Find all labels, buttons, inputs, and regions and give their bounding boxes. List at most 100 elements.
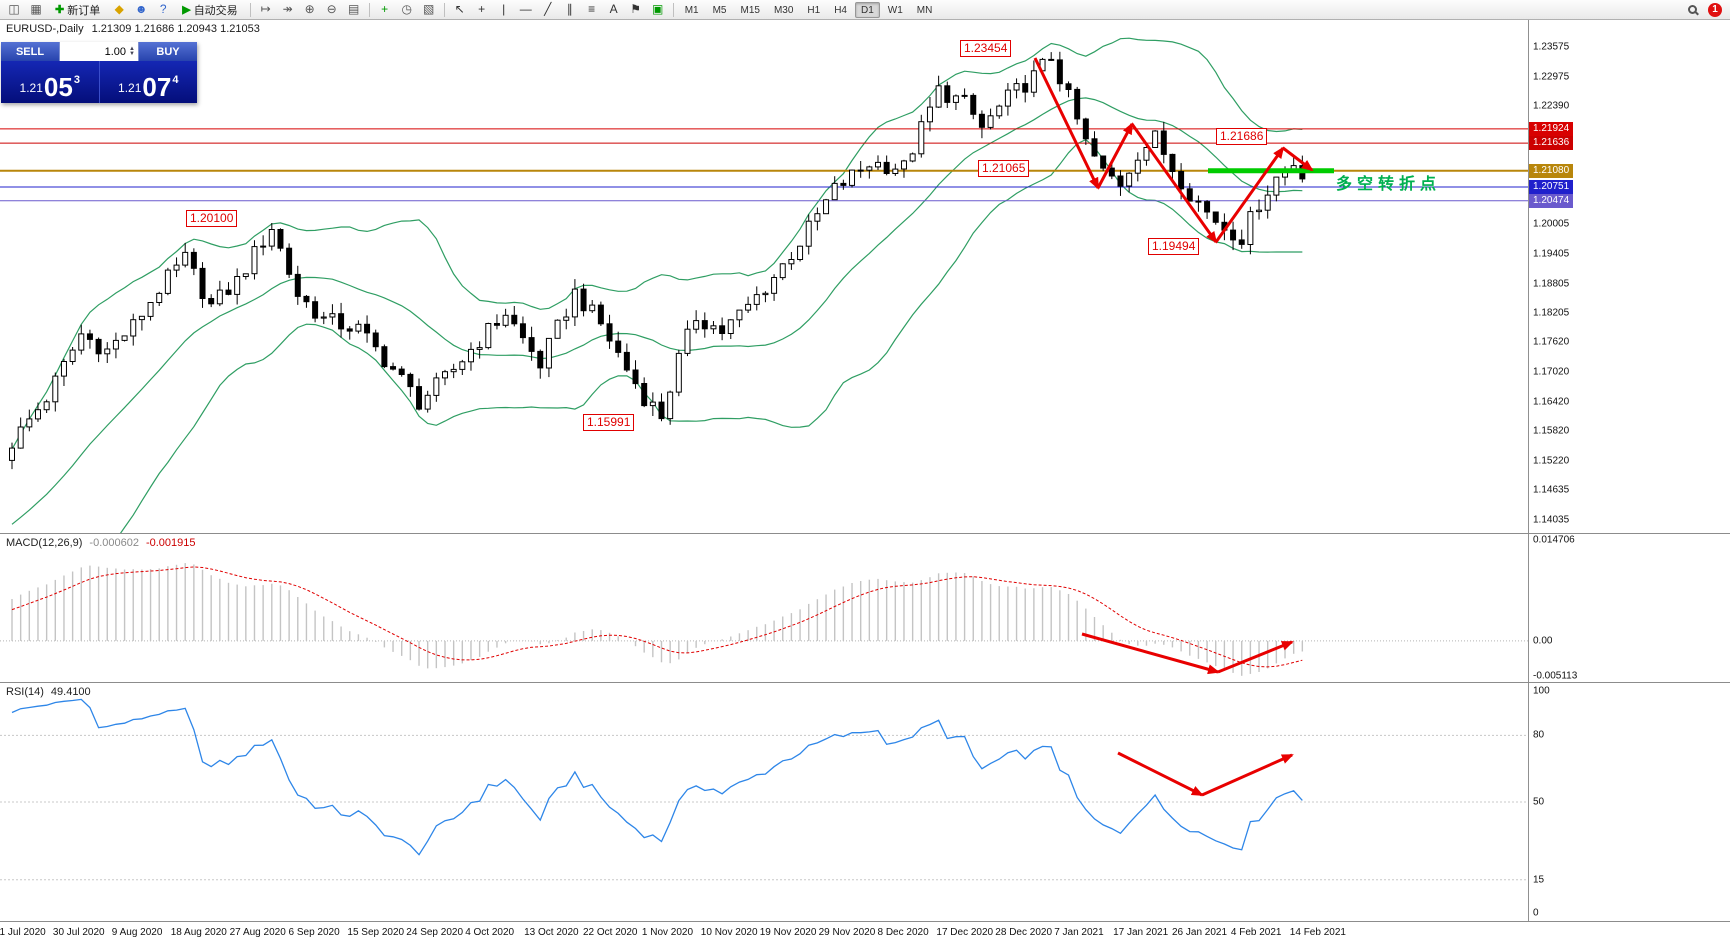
macd-panel: MACD(12,26,9) -0.000602 -0.001915 0.0147… <box>0 534 1730 683</box>
toolbar: ◫ ▦ ✚ 新订单 ◆ ☻? ▶ 自动交易 ↦ ↠ ⊕ ⊖ ▤ + ◷ ▧ ↖ + | — ╱ ∥ ≡ A ⚑ ▣ M1 M5 M15 M… <box>0 0 1730 20</box>
macd-main-value: -0.000602 <box>89 537 139 549</box>
horizontal-line-icon[interactable]: — <box>519 2 532 16</box>
timeframe-H4[interactable]: H4 <box>834 4 847 16</box>
arrows-icon[interactable]: ⚑ <box>630 2 642 16</box>
timeframe-M1[interactable]: M1 <box>684 4 699 16</box>
buy-price-button[interactable]: 1.21 07 4 <box>100 61 198 103</box>
spin-down-icon[interactable]: ▼ <box>129 50 135 57</box>
ohlc-values: 1.21309 1.21686 1.20943 1.21053 <box>91 23 260 35</box>
rsi-panel: RSI(14) 49.4100 100 80 50 15 0 <box>0 683 1730 922</box>
timeframe-D1[interactable]: D1 <box>855 1 880 18</box>
sell-price-pip: 3 <box>73 74 80 86</box>
text-icon[interactable]: A <box>609 2 618 16</box>
date-axis-label: 6 Sep 2020 <box>288 927 340 938</box>
help-icon[interactable]: ? <box>159 2 167 16</box>
templates-icon[interactable]: ▧ <box>423 2 435 16</box>
date-axis-label: 30 Jul 2020 <box>52 927 105 938</box>
rsi-axis-label: 80 <box>1533 729 1545 741</box>
date-axis-label: 4 Feb 2021 <box>1230 927 1282 938</box>
macd-label: MACD(12,26,9) -0.000602 -0.001915 <box>6 537 196 549</box>
price-axis-label: 1.17020 <box>1533 366 1570 378</box>
price-tag: 1.20474 <box>1529 193 1574 208</box>
date-axis-label: 21 Jul 2020 <box>0 927 46 938</box>
auto-trading-button[interactable]: ▶ 自动交易 <box>175 1 244 19</box>
main-chart-canvas[interactable] <box>0 20 1528 533</box>
price-annotation[interactable]: 1.20100 <box>186 210 238 227</box>
date-axis-label: 22 Oct 2020 <box>583 927 638 938</box>
trend-arrows <box>1117 751 1294 797</box>
macd-axis: 0.014706 0.00 -0.005113 <box>1528 534 1730 682</box>
zoom-in-icon[interactable]: ⊕ <box>304 2 315 16</box>
date-axis-label: 9 Aug 2020 <box>111 927 163 938</box>
date-axis-label: 18 Aug 2020 <box>170 927 227 938</box>
volume-spinner[interactable]: ▲ ▼ <box>129 45 135 57</box>
buy-price-pip: 4 <box>172 74 179 86</box>
sell-price-button[interactable]: 1.21 05 3 <box>1 61 100 103</box>
auto-scroll-icon[interactable]: ↦ <box>260 2 271 16</box>
price-axis-label: 1.22975 <box>1533 71 1570 83</box>
date-axis-label: 29 Nov 2020 <box>818 927 876 938</box>
price-annotation[interactable]: 1.19494 <box>1148 238 1200 255</box>
buy-price-big: 07 <box>142 72 172 102</box>
search-icon[interactable] <box>1682 1 1702 18</box>
zoom-out-icon[interactable]: ⊖ <box>326 2 337 16</box>
date-axis-label: 7 Jan 2021 <box>1054 927 1104 938</box>
macd-signal-line <box>11 566 1303 668</box>
price-axis-label: 1.19405 <box>1533 248 1570 260</box>
shapes-icon[interactable]: ▣ <box>652 2 664 16</box>
main-chart-panel: EURUSD-,Daily 1.21309 1.21686 1.20943 1.… <box>0 20 1730 534</box>
chart-window-icon[interactable]: ◫ <box>8 2 20 16</box>
rsi-axis-label: 50 <box>1533 796 1545 808</box>
price-tag: 1.21636 <box>1529 136 1574 151</box>
date-axis-label: 19 Nov 2020 <box>759 927 817 938</box>
macd-histogram <box>11 563 1304 676</box>
navigator-icon[interactable]: ☻ <box>134 2 148 16</box>
rsi-value: 49.4100 <box>50 686 91 698</box>
price-tag: 1.21080 <box>1529 163 1574 178</box>
price-axis-label: 1.17620 <box>1533 336 1570 348</box>
timeframe-W1[interactable]: W1 <box>887 4 903 16</box>
bollinger-bands <box>11 37 1303 533</box>
tile-icon[interactable]: ▤ <box>348 2 360 16</box>
spin-up-icon[interactable]: ▲ <box>129 45 135 52</box>
timeframe-M30[interactable]: M30 <box>773 4 794 16</box>
tile-windows-icon[interactable]: ▦ <box>30 2 42 16</box>
sell-button[interactable]: SELL <box>1 42 59 61</box>
price-annotation[interactable]: 1.15991 <box>583 414 635 431</box>
price-annotation[interactable]: 1.21065 <box>978 160 1030 177</box>
macd-canvas[interactable] <box>0 534 1528 682</box>
rsi-canvas[interactable] <box>0 683 1528 921</box>
price-axis-label: 1.23575 <box>1533 41 1570 53</box>
timeframe-M15[interactable]: M15 <box>740 4 760 16</box>
periods-icon[interactable]: ◷ <box>401 2 412 16</box>
rsi-axis-label: 15 <box>1533 874 1545 886</box>
volume-field[interactable]: 1.00 ▲ ▼ <box>60 42 138 61</box>
timeframe-M5[interactable]: M5 <box>712 4 727 16</box>
indicators-icon[interactable]: + <box>381 2 389 16</box>
vertical-line-icon[interactable]: | <box>502 2 506 16</box>
search-icon-glyph <box>1687 5 1697 14</box>
channel-icon[interactable]: ∥ <box>566 2 573 16</box>
price-annotation[interactable]: 1.21686 <box>1216 128 1268 145</box>
rsi-line <box>11 698 1303 856</box>
time-axis: 21 Jul 2020 30 Jul 2020 9 Aug 2020 18 Aug 2… <box>0 922 1730 942</box>
toolbar-separator <box>249 2 251 17</box>
toolbar-separator <box>368 2 370 17</box>
chart-shift-icon[interactable]: ↠ <box>282 2 293 16</box>
trendline-icon[interactable]: ╱ <box>544 2 552 16</box>
new-order-button[interactable]: ✚ 新订单 <box>48 1 107 19</box>
price-annotation[interactable]: 1.23454 <box>960 40 1012 57</box>
rsi-axis-label: 0 <box>1533 907 1539 919</box>
metaeditor-icon[interactable]: ◆ <box>114 2 124 16</box>
timeframe-MN[interactable]: MN <box>916 4 933 16</box>
rsi-axis: 100 80 50 15 0 <box>1528 683 1730 921</box>
symbol-period-label: EURUSD-,Daily <box>6 23 84 35</box>
toolbar-separator <box>443 2 445 17</box>
cursor-icon[interactable]: ↖ <box>454 2 465 16</box>
crosshair-icon[interactable]: + <box>478 2 486 16</box>
fibonacci-icon[interactable]: ≡ <box>588 2 596 16</box>
buy-button[interactable]: BUY <box>139 42 197 61</box>
timeframe-H1[interactable]: H1 <box>807 4 821 16</box>
price-axis-label: 1.14035 <box>1533 514 1570 526</box>
notification-badge[interactable]: 1 <box>1708 2 1722 17</box>
